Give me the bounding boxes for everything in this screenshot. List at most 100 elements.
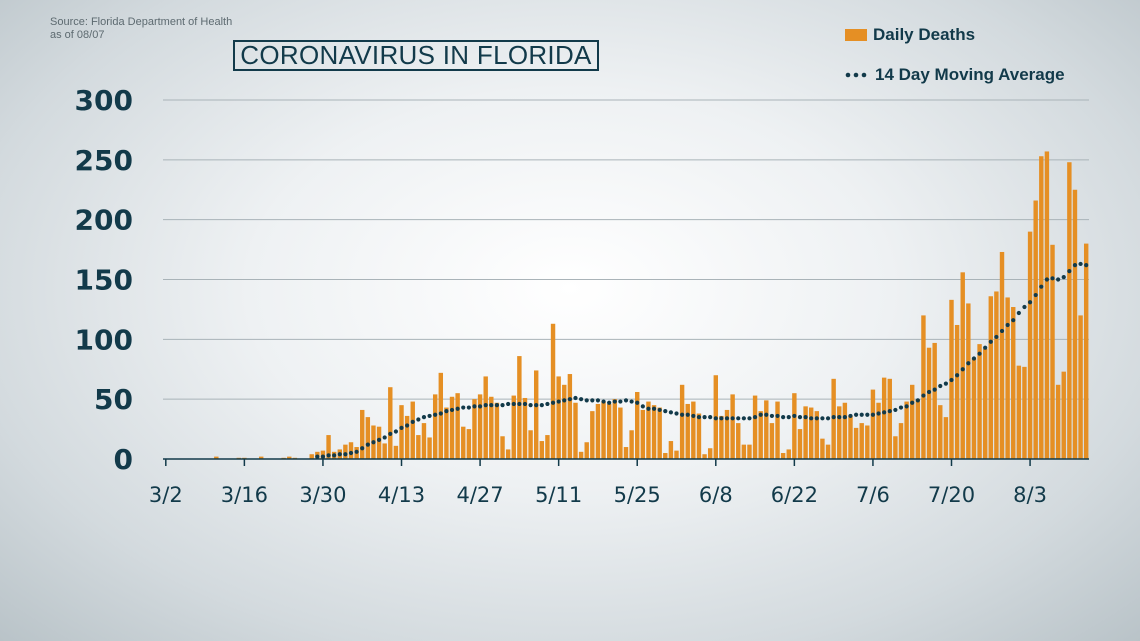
moving-average-point bbox=[809, 416, 814, 421]
moving-average-point bbox=[506, 401, 511, 407]
bar bbox=[910, 384, 915, 459]
bar bbox=[730, 394, 735, 459]
x-tick-label: 8/3 bbox=[1013, 483, 1047, 507]
bar bbox=[724, 409, 730, 459]
bar bbox=[522, 397, 528, 459]
moving-average-point bbox=[663, 409, 668, 414]
y-tick-label: 200 bbox=[75, 204, 133, 237]
moving-average-point bbox=[1022, 304, 1027, 310]
x-tick-label: 3/30 bbox=[299, 483, 346, 507]
moving-average-point bbox=[573, 395, 578, 401]
moving-average-point bbox=[724, 416, 730, 421]
bar bbox=[477, 394, 483, 459]
moving-average-point bbox=[842, 415, 847, 420]
bar bbox=[511, 395, 516, 459]
moving-average-point bbox=[1061, 275, 1066, 280]
moving-average-point bbox=[702, 415, 707, 420]
moving-average-point bbox=[461, 405, 466, 410]
bar bbox=[444, 407, 449, 459]
moving-average-point bbox=[528, 403, 533, 408]
moving-average-point bbox=[483, 403, 488, 408]
moving-average-point bbox=[1033, 292, 1038, 298]
bar bbox=[881, 377, 887, 459]
moving-average-point bbox=[893, 407, 898, 413]
bar bbox=[421, 423, 427, 459]
bar bbox=[685, 403, 690, 459]
moving-average-point bbox=[421, 415, 427, 420]
bar bbox=[601, 401, 606, 459]
bar bbox=[483, 376, 488, 459]
bar bbox=[999, 251, 1005, 459]
bar bbox=[758, 411, 763, 459]
bar bbox=[747, 444, 752, 459]
moving-average-point bbox=[657, 407, 662, 413]
moving-average-point bbox=[932, 387, 937, 392]
moving-average-point bbox=[511, 401, 516, 407]
bar bbox=[404, 415, 410, 459]
moving-average-point bbox=[949, 377, 954, 383]
moving-average-point bbox=[494, 403, 500, 408]
x-tick-label: 4/27 bbox=[456, 483, 503, 507]
bar bbox=[646, 401, 651, 459]
bar bbox=[1044, 151, 1050, 459]
moving-average-point bbox=[590, 398, 595, 403]
moving-average-point bbox=[1067, 269, 1072, 274]
bar bbox=[926, 347, 932, 459]
bar bbox=[982, 348, 988, 459]
bar bbox=[567, 374, 573, 459]
bar bbox=[808, 407, 814, 459]
bar bbox=[814, 411, 820, 459]
moving-average-point bbox=[646, 406, 651, 411]
legend-item-bars: Daily Deaths bbox=[845, 25, 1065, 45]
bar bbox=[679, 384, 685, 459]
legend-label-daily: Daily Deaths bbox=[873, 25, 976, 44]
bar bbox=[629, 430, 634, 459]
legend-dots-swatch bbox=[845, 72, 867, 78]
moving-average-point bbox=[343, 452, 348, 457]
bar bbox=[584, 442, 589, 459]
moving-average-point bbox=[1044, 277, 1050, 282]
moving-average-point bbox=[898, 405, 904, 410]
moving-average-point bbox=[696, 415, 702, 420]
moving-average-point bbox=[1011, 318, 1016, 323]
moving-average-point bbox=[708, 415, 713, 420]
moving-average-point bbox=[623, 398, 629, 403]
moving-average-point bbox=[534, 403, 539, 408]
moving-average-point bbox=[376, 437, 382, 442]
bar bbox=[562, 384, 567, 459]
bar bbox=[326, 435, 331, 459]
bar bbox=[1011, 307, 1016, 459]
bar bbox=[994, 291, 999, 459]
bar bbox=[343, 444, 348, 459]
moving-average-point bbox=[971, 356, 977, 361]
bar bbox=[1005, 297, 1010, 459]
bar bbox=[691, 401, 696, 459]
moving-average-point bbox=[500, 403, 505, 408]
bar bbox=[668, 441, 674, 459]
bar bbox=[640, 409, 646, 459]
bar bbox=[494, 402, 500, 459]
moving-average-point bbox=[910, 400, 915, 405]
moving-average-point bbox=[455, 406, 460, 411]
bar bbox=[842, 402, 848, 459]
x-tick-label: 5/25 bbox=[614, 483, 661, 507]
bar bbox=[769, 423, 775, 459]
moving-average-point bbox=[943, 381, 948, 386]
moving-average-point bbox=[775, 413, 780, 419]
bar bbox=[915, 399, 921, 459]
bar bbox=[606, 403, 612, 459]
moving-average-point bbox=[449, 407, 455, 413]
moving-average-point bbox=[612, 399, 617, 404]
moving-average-point bbox=[1084, 263, 1089, 268]
moving-average-point bbox=[758, 412, 763, 417]
bar bbox=[550, 323, 556, 459]
moving-average-point bbox=[882, 410, 887, 415]
bar bbox=[214, 456, 219, 459]
bar bbox=[623, 447, 629, 459]
moving-average-point bbox=[904, 404, 909, 409]
moving-average-point bbox=[994, 334, 999, 340]
moving-average-point bbox=[1072, 263, 1078, 268]
moving-average-point bbox=[955, 373, 960, 378]
moving-average-point bbox=[371, 440, 376, 445]
bar bbox=[786, 449, 791, 459]
